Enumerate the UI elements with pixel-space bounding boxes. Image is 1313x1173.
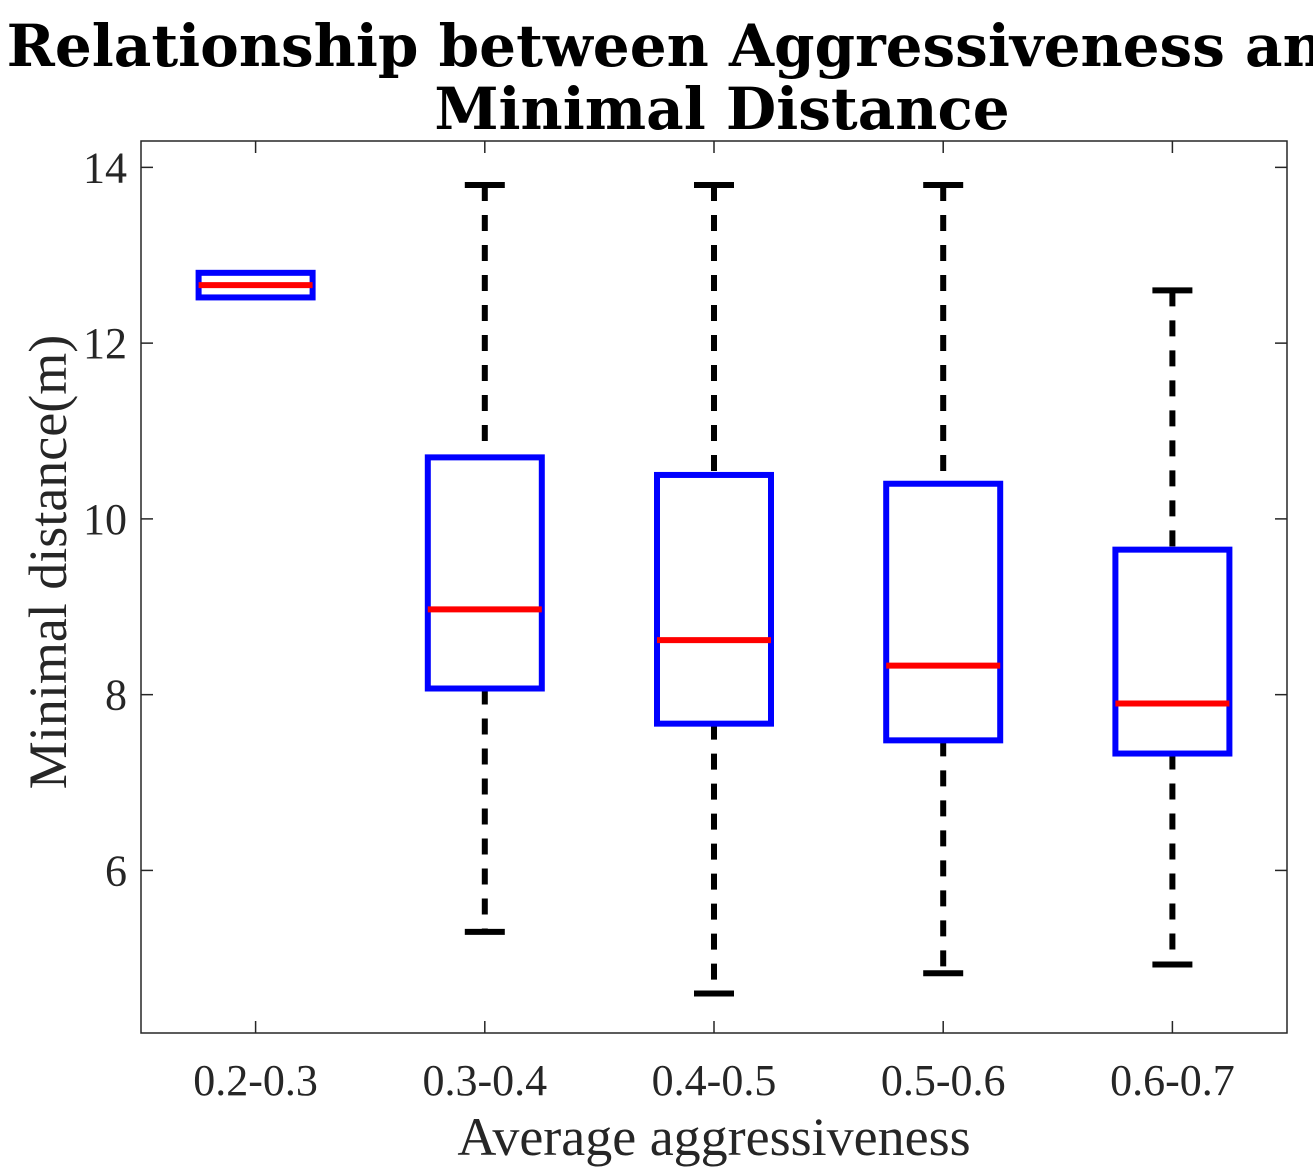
box-group-0.6-0.7 xyxy=(1112,287,1233,968)
x-tick-label: 0.4-0.5 xyxy=(652,1056,777,1105)
box-group-0.4-0.5 xyxy=(654,181,774,997)
x-axis-label: Average aggressiveness xyxy=(457,1107,970,1167)
x-tick-label: 0.2-0.3 xyxy=(193,1056,318,1105)
y-axis-label: Minimal distance(m) xyxy=(18,335,78,789)
iqr-box xyxy=(424,454,545,692)
iqr-box xyxy=(654,471,774,727)
y-tick-label: 12 xyxy=(83,319,127,368)
iqr-box xyxy=(883,480,1004,744)
chart-title-line-1: Relationship between Aggressiveness and xyxy=(7,12,1313,80)
y-tick-label: 6 xyxy=(105,846,127,895)
chart-title-line-2: Minimal Distance xyxy=(434,75,1009,143)
x-tick-label: 0.5-0.6 xyxy=(881,1056,1006,1105)
boxplot-series xyxy=(195,181,1233,997)
y-tick-label: 14 xyxy=(83,143,127,192)
y-tick-label: 10 xyxy=(83,495,127,544)
x-tick-label: 0.3-0.4 xyxy=(422,1056,547,1105)
box-group-0.2-0.3 xyxy=(195,269,316,301)
y-axis: 6 8 10 12 14 xyxy=(83,143,1287,895)
iqr-box xyxy=(1112,546,1233,757)
x-axis: 0.2-0.3 0.3-0.4 0.4-0.5 0.5-0.6 0.6-0.7 xyxy=(193,141,1235,1105)
x-tick-label: 0.6-0.7 xyxy=(1110,1056,1235,1105)
box-group-0.5-0.6 xyxy=(883,181,1004,977)
y-tick-label: 8 xyxy=(105,671,127,720)
box-group-0.3-0.4 xyxy=(424,181,545,935)
